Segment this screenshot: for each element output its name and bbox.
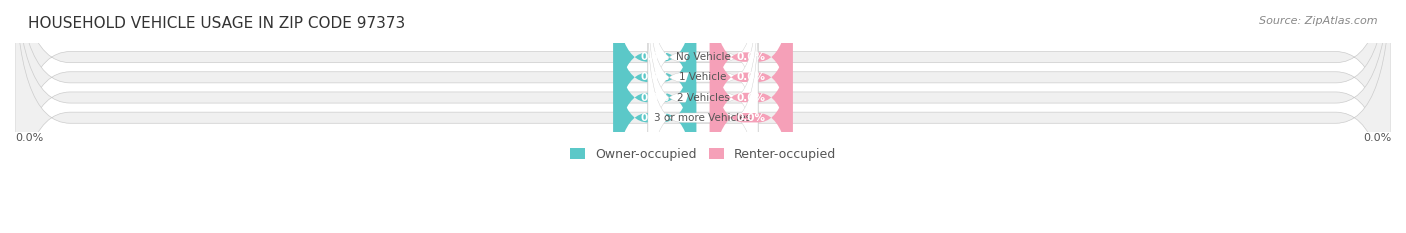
Text: Source: ZipAtlas.com: Source: ZipAtlas.com xyxy=(1260,16,1378,26)
Text: 3 or more Vehicles: 3 or more Vehicles xyxy=(654,113,752,123)
Text: 0.0%: 0.0% xyxy=(737,52,766,62)
FancyBboxPatch shape xyxy=(15,0,1391,213)
FancyBboxPatch shape xyxy=(613,0,696,174)
FancyBboxPatch shape xyxy=(15,0,1391,233)
Text: 0.0%: 0.0% xyxy=(640,93,669,103)
FancyBboxPatch shape xyxy=(15,0,1391,233)
Text: 0.0%: 0.0% xyxy=(737,113,766,123)
Text: 0.0%: 0.0% xyxy=(737,93,766,103)
Text: 0.0%: 0.0% xyxy=(1362,133,1391,143)
FancyBboxPatch shape xyxy=(613,21,696,214)
FancyBboxPatch shape xyxy=(15,0,1391,233)
FancyBboxPatch shape xyxy=(613,0,696,153)
FancyBboxPatch shape xyxy=(648,0,758,153)
FancyBboxPatch shape xyxy=(710,1,793,194)
Text: HOUSEHOLD VEHICLE USAGE IN ZIP CODE 97373: HOUSEHOLD VEHICLE USAGE IN ZIP CODE 9737… xyxy=(28,16,405,31)
FancyBboxPatch shape xyxy=(710,21,793,214)
Text: 0.0%: 0.0% xyxy=(640,52,669,62)
FancyBboxPatch shape xyxy=(710,0,793,153)
Text: 1 Vehicle: 1 Vehicle xyxy=(679,72,727,82)
Text: 2 Vehicles: 2 Vehicles xyxy=(676,93,730,103)
FancyBboxPatch shape xyxy=(648,21,758,214)
FancyBboxPatch shape xyxy=(648,1,758,194)
Text: 0.0%: 0.0% xyxy=(15,133,44,143)
FancyBboxPatch shape xyxy=(710,0,793,174)
FancyBboxPatch shape xyxy=(648,0,758,174)
Text: 0.0%: 0.0% xyxy=(737,72,766,82)
Text: No Vehicle: No Vehicle xyxy=(675,52,731,62)
Legend: Owner-occupied, Renter-occupied: Owner-occupied, Renter-occupied xyxy=(565,143,841,166)
Text: 0.0%: 0.0% xyxy=(640,113,669,123)
Text: 0.0%: 0.0% xyxy=(640,72,669,82)
FancyBboxPatch shape xyxy=(613,1,696,194)
